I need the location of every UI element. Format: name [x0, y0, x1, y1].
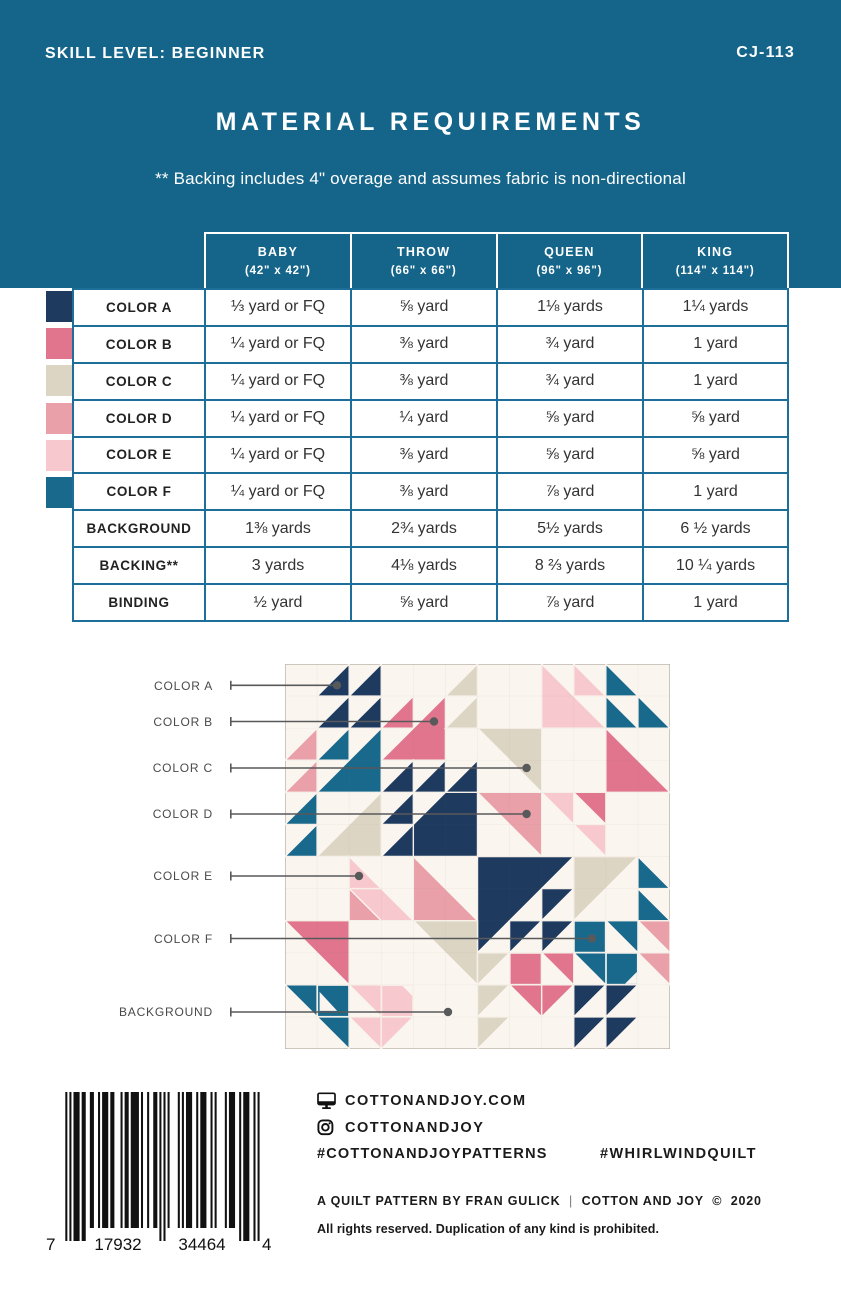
- svg-text:4: 4: [262, 1235, 271, 1254]
- svg-text:17932: 17932: [94, 1235, 141, 1254]
- svg-text:7: 7: [46, 1235, 55, 1254]
- svg-text:34464: 34464: [178, 1235, 225, 1254]
